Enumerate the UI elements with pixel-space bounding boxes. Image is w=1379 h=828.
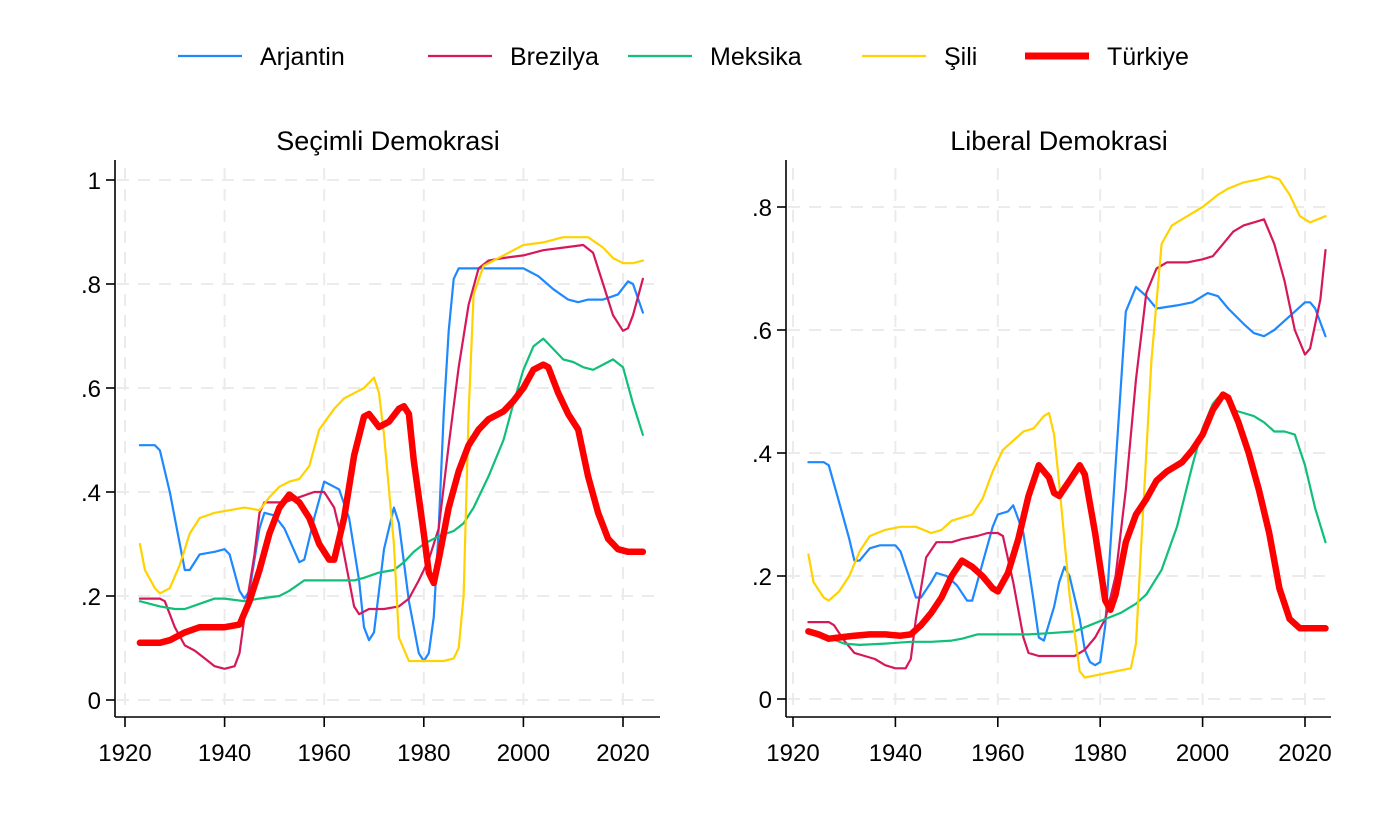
legend-item-arjantin: Arjantin (178, 43, 345, 71)
series-line-sili (138, 236, 644, 663)
legend-label-meksika: Meksika (710, 43, 802, 71)
series-line-turkiye (136, 361, 647, 647)
y-tick-label: .4 (752, 441, 772, 468)
axes: 0 .2 .4 .6 .8 1 1920 1940 1960 1980 2000 2020 (81, 160, 660, 767)
y-tick-label: 0 (759, 687, 772, 714)
x-tick-label: 1940 (198, 740, 251, 767)
y-tick-label: .4 (81, 480, 101, 507)
panel-title: Seçimli Demokrasi (276, 126, 500, 156)
series-line-turkiye (805, 391, 1329, 642)
series-line-sili (807, 175, 1327, 679)
y-tick-label: 1 (88, 168, 101, 195)
axes: 0 .2 .4 .6 .8 1920 1940 1960 1980 2000 2020 (752, 160, 1332, 767)
series-lines (805, 175, 1329, 679)
y-tick-label: .6 (752, 318, 772, 345)
y-tick-label: .2 (81, 584, 101, 611)
x-tick-label: 2000 (1176, 740, 1229, 767)
legend-label-arjantin: Arjantin (260, 43, 345, 71)
legend-item-sili: Şili (862, 43, 977, 71)
panel-electoral-democracy: Seçimli Demokrasi 0 .2 .4 .6 .8 1 1920 1940 1960 1… (81, 126, 660, 767)
x-tick-label: 2020 (1278, 740, 1331, 767)
legend-item-meksika: Meksika (628, 43, 802, 71)
x-tick-label: 1920 (766, 740, 819, 767)
series-line-meksika (138, 337, 644, 611)
x-tick-label: 1960 (971, 740, 1024, 767)
series-line-brezilya (807, 218, 1327, 670)
legend-label-turkiye: Türkiye (1107, 43, 1189, 71)
y-tick-label: .2 (752, 564, 772, 591)
legend: Arjantin Brezilya Meksika Şili Türkiye (178, 43, 1189, 71)
legend-label-sili: Şili (944, 43, 977, 71)
gridlines (788, 168, 1327, 715)
x-tick-label: 1980 (397, 740, 450, 767)
legend-label-brezilya: Brezilya (510, 43, 599, 71)
legend-item-brezilya: Brezilya (428, 43, 599, 71)
x-tick-label: 1980 (1074, 740, 1127, 767)
series-line-brezilya (138, 243, 644, 670)
series-line-arjantin (138, 267, 644, 663)
panel-liberal-democracy: Liberal Demokrasi 0 .2 .4 .6 .8 1920 1940 1960 19… (752, 126, 1332, 767)
series-lines (136, 236, 647, 670)
gridlines (117, 168, 656, 715)
y-tick-label: .8 (752, 195, 772, 222)
legend-item-turkiye: Türkiye (1025, 43, 1189, 71)
x-tick-label: 1920 (98, 740, 151, 767)
x-tick-label: 2000 (497, 740, 550, 767)
series-line-arjantin (807, 285, 1327, 667)
y-tick-label: .8 (81, 272, 101, 299)
y-tick-label: 0 (88, 688, 101, 715)
x-tick-label: 2020 (596, 740, 649, 767)
y-tick-label: .6 (81, 376, 101, 403)
panel-title: Liberal Demokrasi (950, 126, 1168, 156)
x-tick-label: 1940 (869, 740, 922, 767)
series-line-meksika (807, 393, 1327, 646)
x-tick-label: 1960 (298, 740, 351, 767)
